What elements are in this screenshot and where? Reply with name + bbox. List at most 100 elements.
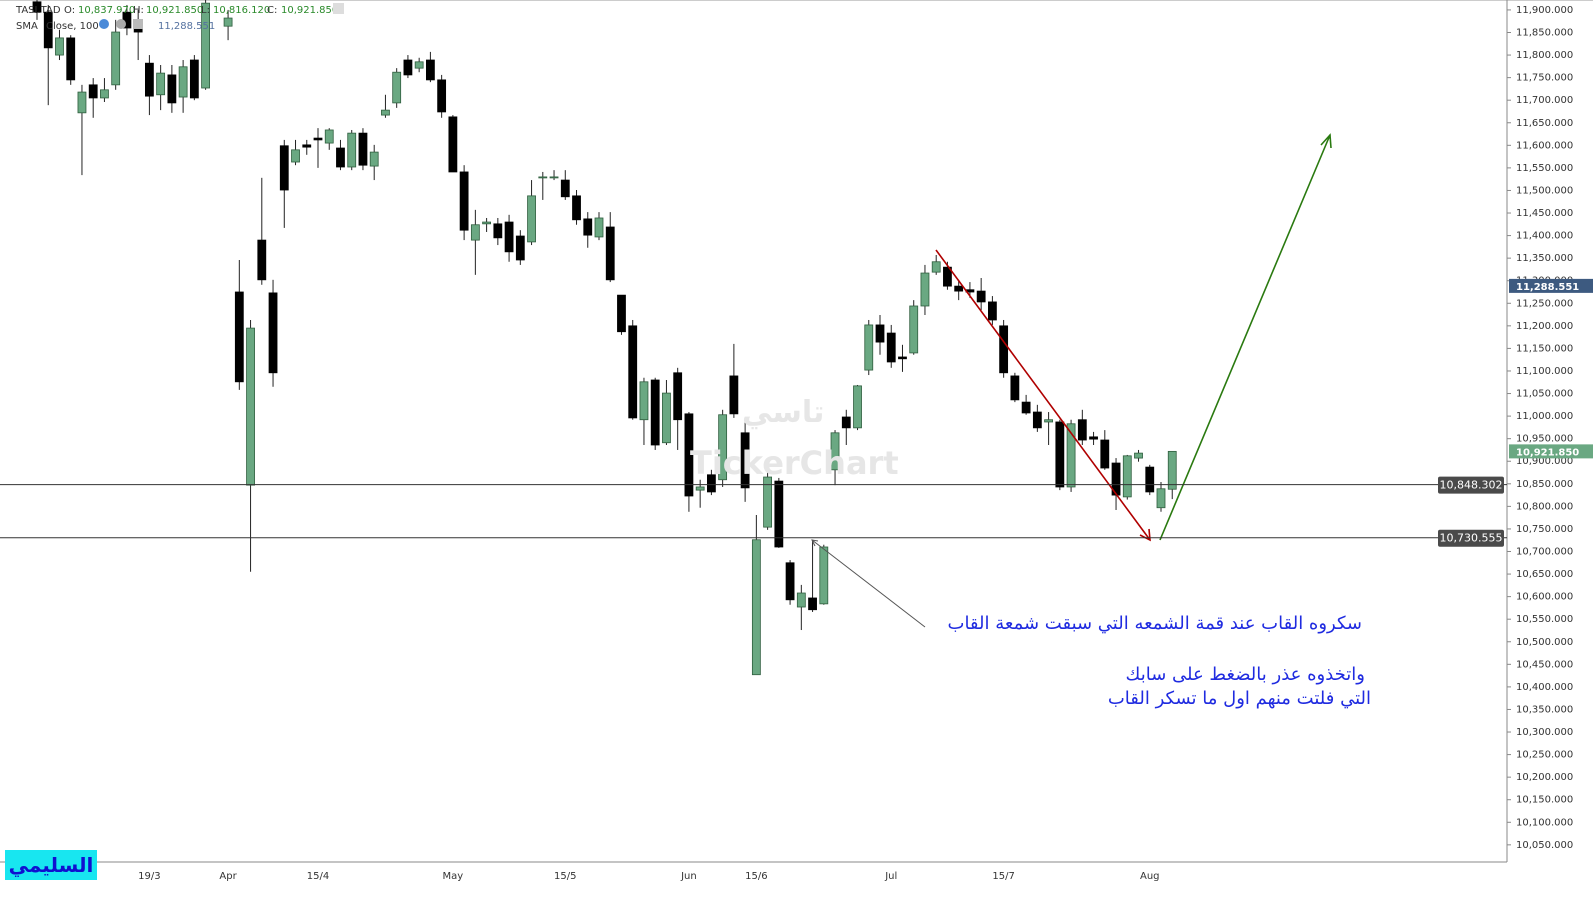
down-arrow <box>935 249 1151 541</box>
remove-icon[interactable] <box>133 19 143 29</box>
price-tag-label: 11,288.551 <box>1516 282 1579 293</box>
candle-body <box>819 546 829 605</box>
candle-body <box>594 217 604 238</box>
candle-body <box>43 11 53 49</box>
watermark-arabic: تاسي <box>742 395 825 430</box>
candle-body <box>77 91 87 114</box>
y-tick-label: 11,600.000 <box>1516 140 1573 151</box>
candle-body <box>1077 419 1087 441</box>
candle-body <box>527 195 536 243</box>
candle-body <box>954 285 964 292</box>
y-tick-label: 10,300.000 <box>1516 727 1573 738</box>
y-tick-label: 10,100.000 <box>1516 817 1573 828</box>
sma-params: Close, 100 <box>46 21 99 32</box>
candle-body <box>920 272 930 307</box>
candle-body <box>1044 419 1053 423</box>
candle-body <box>639 381 649 421</box>
candle-body <box>246 327 255 486</box>
candle-body <box>684 413 694 497</box>
y-tick-label: 11,100.000 <box>1516 366 1573 377</box>
candle-body <box>1156 488 1166 509</box>
candle-body <box>178 66 188 98</box>
candle-body <box>201 2 211 89</box>
legend: TASI.TAD O: 10,837.970 H: 10,921.850 L: … <box>15 3 344 32</box>
visibility-icon[interactable] <box>99 19 109 29</box>
candle-body <box>1134 452 1143 459</box>
settings-icon[interactable] <box>116 19 126 29</box>
y-tick-label: 10,450.000 <box>1516 659 1573 670</box>
x-tick-label: Jun <box>680 871 697 882</box>
candle-body <box>369 151 379 167</box>
y-tick-label: 10,200.000 <box>1516 772 1573 783</box>
watermark-latin: TickerChart <box>690 444 899 482</box>
candle-body <box>796 592 806 608</box>
candle-body <box>695 486 705 491</box>
candle-body <box>886 332 896 363</box>
x-tick-label: Apr <box>219 871 237 882</box>
hline-label-bg <box>1438 476 1504 494</box>
c-value: 10,921.850 <box>281 5 338 16</box>
candle-body <box>88 84 98 99</box>
candle-body <box>1010 375 1020 401</box>
candle-body <box>448 116 458 173</box>
candle-body <box>909 305 919 354</box>
candle-body <box>482 221 492 225</box>
candle-body <box>1055 421 1065 488</box>
y-tick-label: 10,850.000 <box>1516 479 1573 490</box>
y-tick-label: 11,500.000 <box>1516 185 1573 196</box>
x-tick-label: May <box>443 871 464 882</box>
y-tick-label: 11,350.000 <box>1516 253 1573 264</box>
candle-body <box>875 324 885 343</box>
signature: السليمي <box>5 850 97 880</box>
candle-body <box>988 301 997 321</box>
candle-body <box>999 325 1009 374</box>
x-tick-label: 15/7 <box>992 871 1014 882</box>
candle-body <box>976 290 986 303</box>
candle-body <box>572 195 581 221</box>
candle-body <box>549 176 559 179</box>
candle-body <box>763 476 772 528</box>
x-tick-label: 15/6 <box>745 871 767 882</box>
candle-body <box>268 292 278 374</box>
candle-body <box>617 294 626 333</box>
h-value: 10,921.850 <box>146 5 203 16</box>
y-tick-label: 10,500.000 <box>1516 637 1573 648</box>
candle-body <box>1032 411 1042 429</box>
candle-body <box>55 37 64 56</box>
down-arrow-head <box>1139 528 1151 542</box>
l-value: 10,816.120 <box>213 5 270 16</box>
candle-body <box>864 324 874 371</box>
y-tick-label: 10,600.000 <box>1516 592 1573 603</box>
y-tick-label: 11,750.000 <box>1516 73 1573 84</box>
candle-body <box>470 224 480 241</box>
annotation-text: واتخذوه عذر بالضغط على سابك <box>1125 664 1365 685</box>
candle-body <box>1089 436 1098 440</box>
y-tick-label: 10,950.000 <box>1516 434 1573 445</box>
sma-label: SMA <box>16 21 38 32</box>
candle-body <box>943 266 952 287</box>
candle-body <box>425 59 435 81</box>
y-tick-label: 11,200.000 <box>1516 321 1573 332</box>
candle-body <box>751 539 761 676</box>
candle-body <box>234 291 244 383</box>
o-label: O: <box>64 5 75 16</box>
candle-body <box>223 17 233 27</box>
y-tick-label: 10,650.000 <box>1516 569 1573 580</box>
candle-body <box>841 416 851 429</box>
sma-value: 11,288.551 <box>158 21 215 32</box>
candle-body <box>189 59 199 99</box>
hline-label: 10,848.302 <box>1440 479 1503 492</box>
candle-body <box>740 432 750 489</box>
legend-menu[interactable] <box>333 3 344 14</box>
price-tag <box>1509 278 1593 293</box>
candle-body <box>167 74 177 104</box>
candle-body <box>459 171 469 231</box>
candle-body <box>1145 466 1155 493</box>
candle-body <box>257 239 267 281</box>
y-tick-label: 11,900.000 <box>1516 5 1573 16</box>
x-tick-label: 19/3 <box>138 871 160 882</box>
candle-body <box>605 226 615 281</box>
candle-body <box>662 392 671 444</box>
candle-body <box>808 597 817 611</box>
